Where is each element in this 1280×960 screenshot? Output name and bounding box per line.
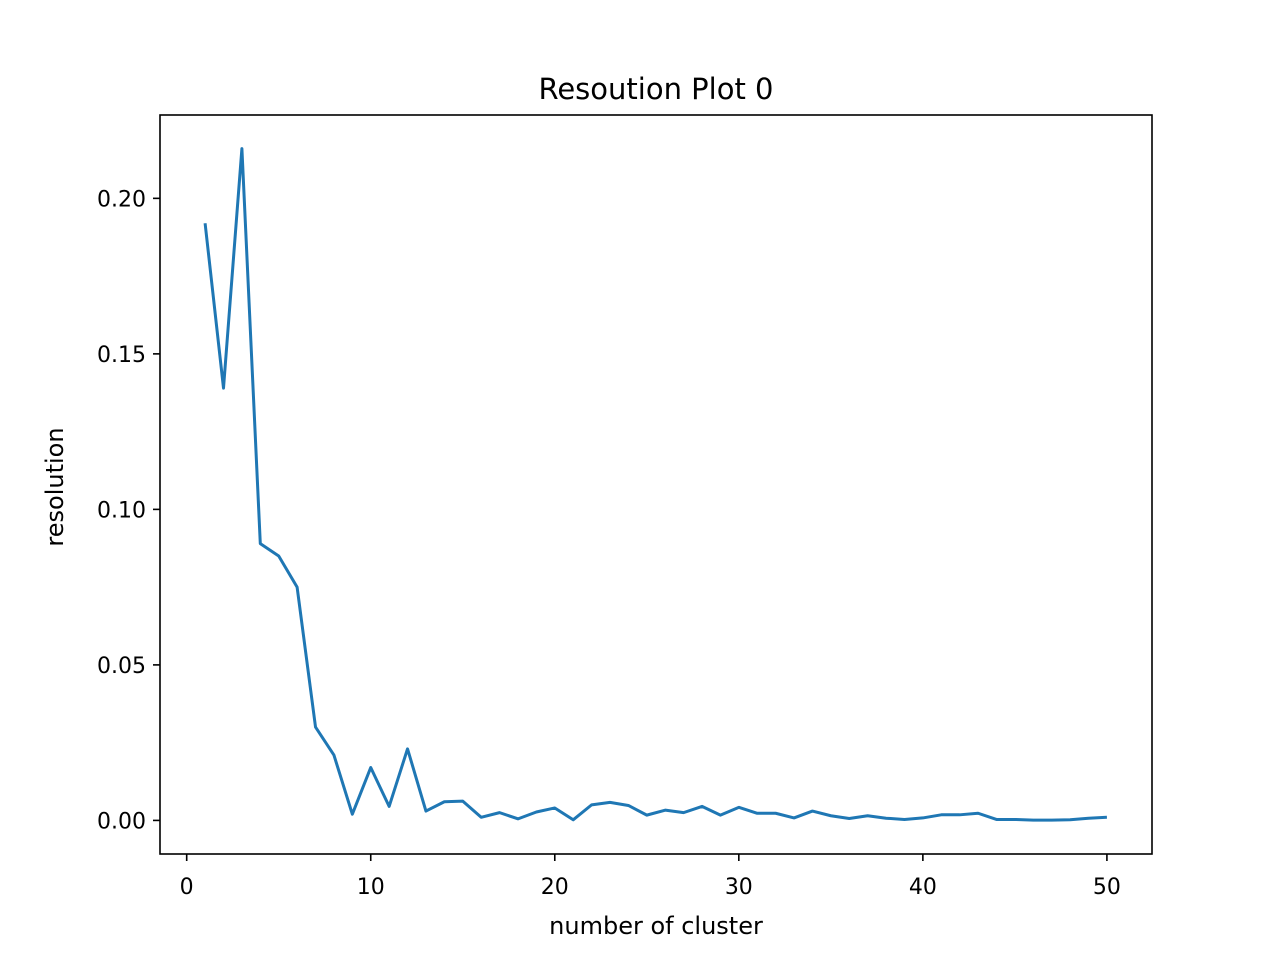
plot-area (203, 147, 1107, 822)
x-tick-label: 10 (357, 875, 385, 900)
x-tick-label: 40 (909, 875, 937, 900)
y-tick-label: 0.00 (97, 809, 146, 834)
x-tick-label: 20 (541, 875, 569, 900)
x-tick-label: 30 (725, 875, 753, 900)
y-tick-label: 0.10 (97, 498, 146, 523)
x-tick-label: 0 (180, 875, 194, 900)
x-axis-label: number of cluster (549, 912, 763, 940)
chart-title: Resoution Plot 0 (538, 72, 773, 106)
y-tick-label: 0.20 (97, 187, 146, 212)
x-axis-ticks: 0 10 20 30 40 50 (180, 854, 1121, 900)
x-tick-label: 50 (1093, 875, 1121, 900)
axes-frame (159, 114, 1153, 855)
y-tick-label: 0.05 (97, 654, 146, 679)
y-axis-label: resolution (41, 427, 69, 546)
y-tick-label: 0.15 (97, 343, 146, 368)
y-axis-ticks: 0.00 0.05 0.10 0.15 0.20 (97, 187, 160, 834)
series-line-0 (203, 147, 1107, 822)
